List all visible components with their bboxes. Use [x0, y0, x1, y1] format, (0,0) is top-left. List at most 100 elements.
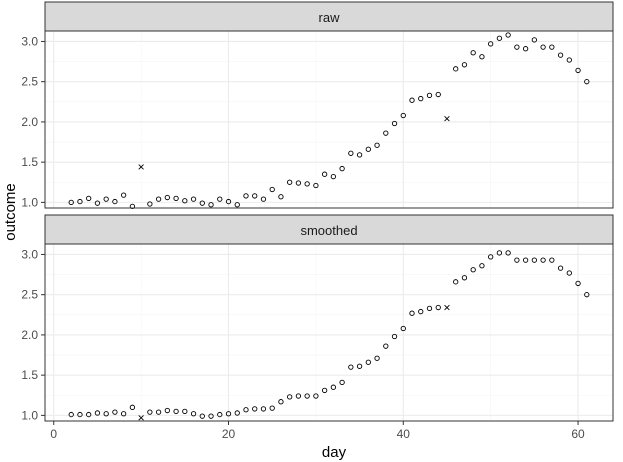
y-tick-label: 3.0 [21, 34, 38, 48]
data-point [505, 32, 511, 38]
x-tick-label: 20 [222, 427, 236, 441]
data-point [112, 409, 118, 415]
grid-raw [45, 31, 613, 208]
data-point [470, 267, 476, 273]
data-point [225, 411, 232, 417]
y-tick-label: 2.0 [21, 328, 38, 342]
data-point [94, 200, 101, 206]
data-point [575, 280, 581, 287]
points-raw [68, 32, 590, 210]
data-point [120, 192, 127, 198]
data-point [321, 387, 328, 394]
data-point [313, 393, 319, 399]
data-point [199, 200, 205, 206]
facet-strip-smoothed [44, 214, 614, 245]
data-point [208, 413, 214, 419]
data-point-outlier [444, 304, 450, 311]
data-point [374, 355, 380, 361]
data-point [243, 407, 249, 413]
data-point [164, 407, 170, 414]
data-point [365, 146, 371, 152]
data-point [400, 112, 406, 119]
data-point [383, 343, 389, 349]
data-point [278, 194, 284, 200]
data-point [68, 411, 74, 418]
data-point [190, 196, 197, 202]
y-tick-label: 2.5 [21, 288, 38, 302]
data-point [260, 406, 267, 412]
x-axis-title: day [322, 444, 347, 461]
data-point [173, 408, 179, 414]
data-point [304, 393, 310, 399]
y-tick-label: 1.0 [21, 408, 38, 422]
data-point [287, 179, 293, 185]
data-point [112, 198, 118, 205]
data-point [339, 165, 345, 172]
data-point [453, 66, 459, 72]
x-axis: 0 20 40 60 [50, 421, 585, 441]
data-point [514, 44, 520, 50]
data-point [252, 406, 258, 412]
data-point [531, 257, 538, 263]
data-point [435, 91, 441, 98]
data-point [348, 150, 354, 156]
data-point [522, 46, 529, 52]
data-point [575, 67, 581, 74]
grid-smoothed [45, 244, 613, 421]
data-point [374, 142, 380, 148]
data-point [313, 182, 319, 189]
data-point [234, 410, 240, 416]
data-point [295, 180, 302, 186]
y-tick-label: 1.5 [21, 368, 38, 382]
data-point [383, 130, 389, 136]
data-point [418, 308, 424, 315]
data-point [278, 399, 284, 405]
data-point [488, 254, 494, 260]
data-point [304, 181, 310, 187]
data-point [531, 37, 538, 43]
data-point [129, 203, 136, 210]
data-point [461, 62, 468, 68]
data-point [234, 202, 240, 208]
y-tick-label: 2.0 [21, 115, 38, 129]
data-point [287, 394, 293, 400]
data-point [584, 292, 590, 298]
data-point [470, 50, 476, 56]
y-axis-smoothed: 1.0 1.5 2.0 2.5 3.0 [21, 247, 45, 422]
facet-strip-label-raw: raw [319, 10, 341, 25]
panel-border-raw [44, 30, 614, 209]
data-point [522, 257, 529, 263]
data-point [173, 195, 179, 201]
facet-strip-label-smoothed: smoothed [300, 223, 357, 238]
data-point [488, 41, 494, 47]
data-point [217, 411, 223, 418]
data-point [86, 195, 92, 201]
data-point [496, 35, 503, 41]
data-point [505, 250, 511, 256]
data-point [426, 92, 433, 99]
x-tick-label: 40 [397, 427, 411, 441]
data-point [339, 379, 345, 386]
data-point [269, 186, 275, 193]
data-point [103, 196, 109, 202]
points-smoothed [68, 250, 590, 421]
panel-border-smoothed [44, 243, 614, 422]
data-point [155, 409, 162, 415]
data-point [514, 257, 520, 263]
y-tick-label: 2.5 [21, 75, 38, 89]
facet-panel-smoothed: smoothed 1.0 1.5 2.0 2.5 3.0 [21, 214, 614, 422]
data-point [409, 310, 415, 316]
data-point [540, 44, 546, 50]
data-point [391, 333, 398, 340]
data-point [540, 257, 546, 263]
data-point [584, 79, 590, 85]
data-point [348, 364, 354, 370]
data-point [129, 404, 136, 410]
data-point [400, 325, 406, 332]
data-point [479, 263, 485, 269]
data-point [435, 304, 441, 311]
data-point [426, 305, 433, 312]
data-point [418, 95, 424, 102]
data-point [208, 202, 214, 208]
y-axis-raw: 1.0 1.5 2.0 2.5 3.0 [21, 34, 45, 209]
